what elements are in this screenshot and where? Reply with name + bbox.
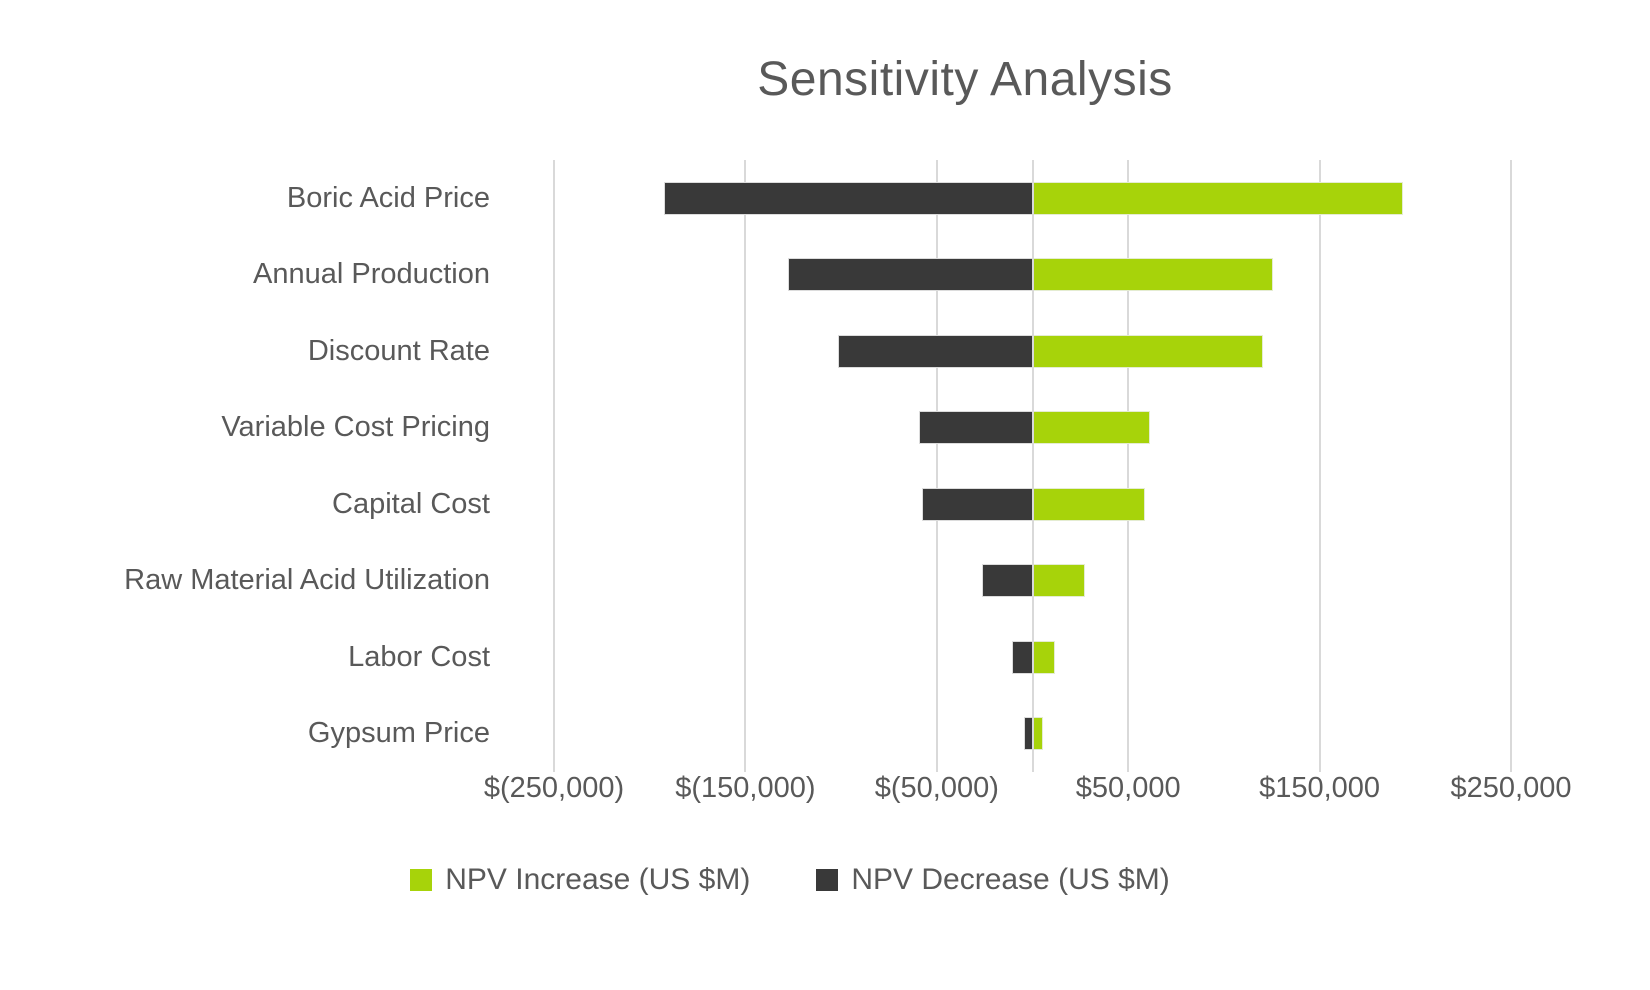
category-axis-labels: Boric Acid Price Annual Production Discoun… [0,160,490,772]
zero-gridline [1031,160,1034,772]
legend-item: NPV Increase (US $M) [410,863,750,897]
decrease-bar [919,412,1033,444]
category-label: Raw Material Acid Utilization [124,564,490,597]
x-tick-label: $150,000 [1259,772,1381,804]
category-label: Discount Rate [307,334,490,367]
decrease-bar [665,182,1033,214]
category-label: Gypsum Price [307,717,490,750]
decrease-bar [982,565,1033,597]
plot-area [553,160,1512,772]
increase-swatch [410,869,433,891]
legend-label: NPV Increase (US $M) [445,863,751,896]
gridline [935,160,938,772]
gridline [744,160,747,772]
legend-label: NPV Decrease (US $M) [851,863,1170,896]
legend-item: NPV Decrease (US $M) [816,863,1170,897]
increase-bar [1032,488,1144,520]
gridline [1510,160,1512,772]
decrease-bar [923,488,1033,520]
x-tick-label: $(50,000) [874,772,999,804]
x-tick-label: $250,000 [1450,772,1572,804]
value-axis-labels: $(250,000) $(150,000) $(50,000) $50,000 $150… [0,772,1650,812]
category-label: Capital Cost [332,487,490,520]
x-tick-label: $50,000 [1075,772,1181,804]
gridline [1127,160,1130,772]
bar-series [554,160,1511,772]
increase-bar [1032,182,1402,214]
increase-bar [1032,641,1054,673]
decrease-bar [1024,718,1033,750]
decrease-bar [1013,641,1033,673]
x-tick-label: $(250,000) [483,772,625,804]
decrease-bar [839,335,1033,367]
legend: NPV Increase (US $M) NPV Decrease (US $M) [0,860,1615,900]
increase-bar [1032,412,1150,444]
category-label: Annual Production [253,258,490,291]
chart-title: Sensitivity Analysis [757,53,1173,106]
x-tick-label: $(150,000) [675,772,816,804]
decrease-bar [789,259,1033,291]
increase-bar [1032,259,1272,291]
increase-bar [1032,565,1085,597]
category-label: Labor Cost [348,640,490,673]
increase-bar [1032,718,1043,750]
decrease-swatch [816,869,839,891]
category-label: Boric Acid Price [286,181,490,214]
increase-bar [1032,335,1263,367]
gridline [1318,160,1321,772]
gridline [553,160,555,772]
category-label: Variable Cost Pricing [221,411,490,444]
